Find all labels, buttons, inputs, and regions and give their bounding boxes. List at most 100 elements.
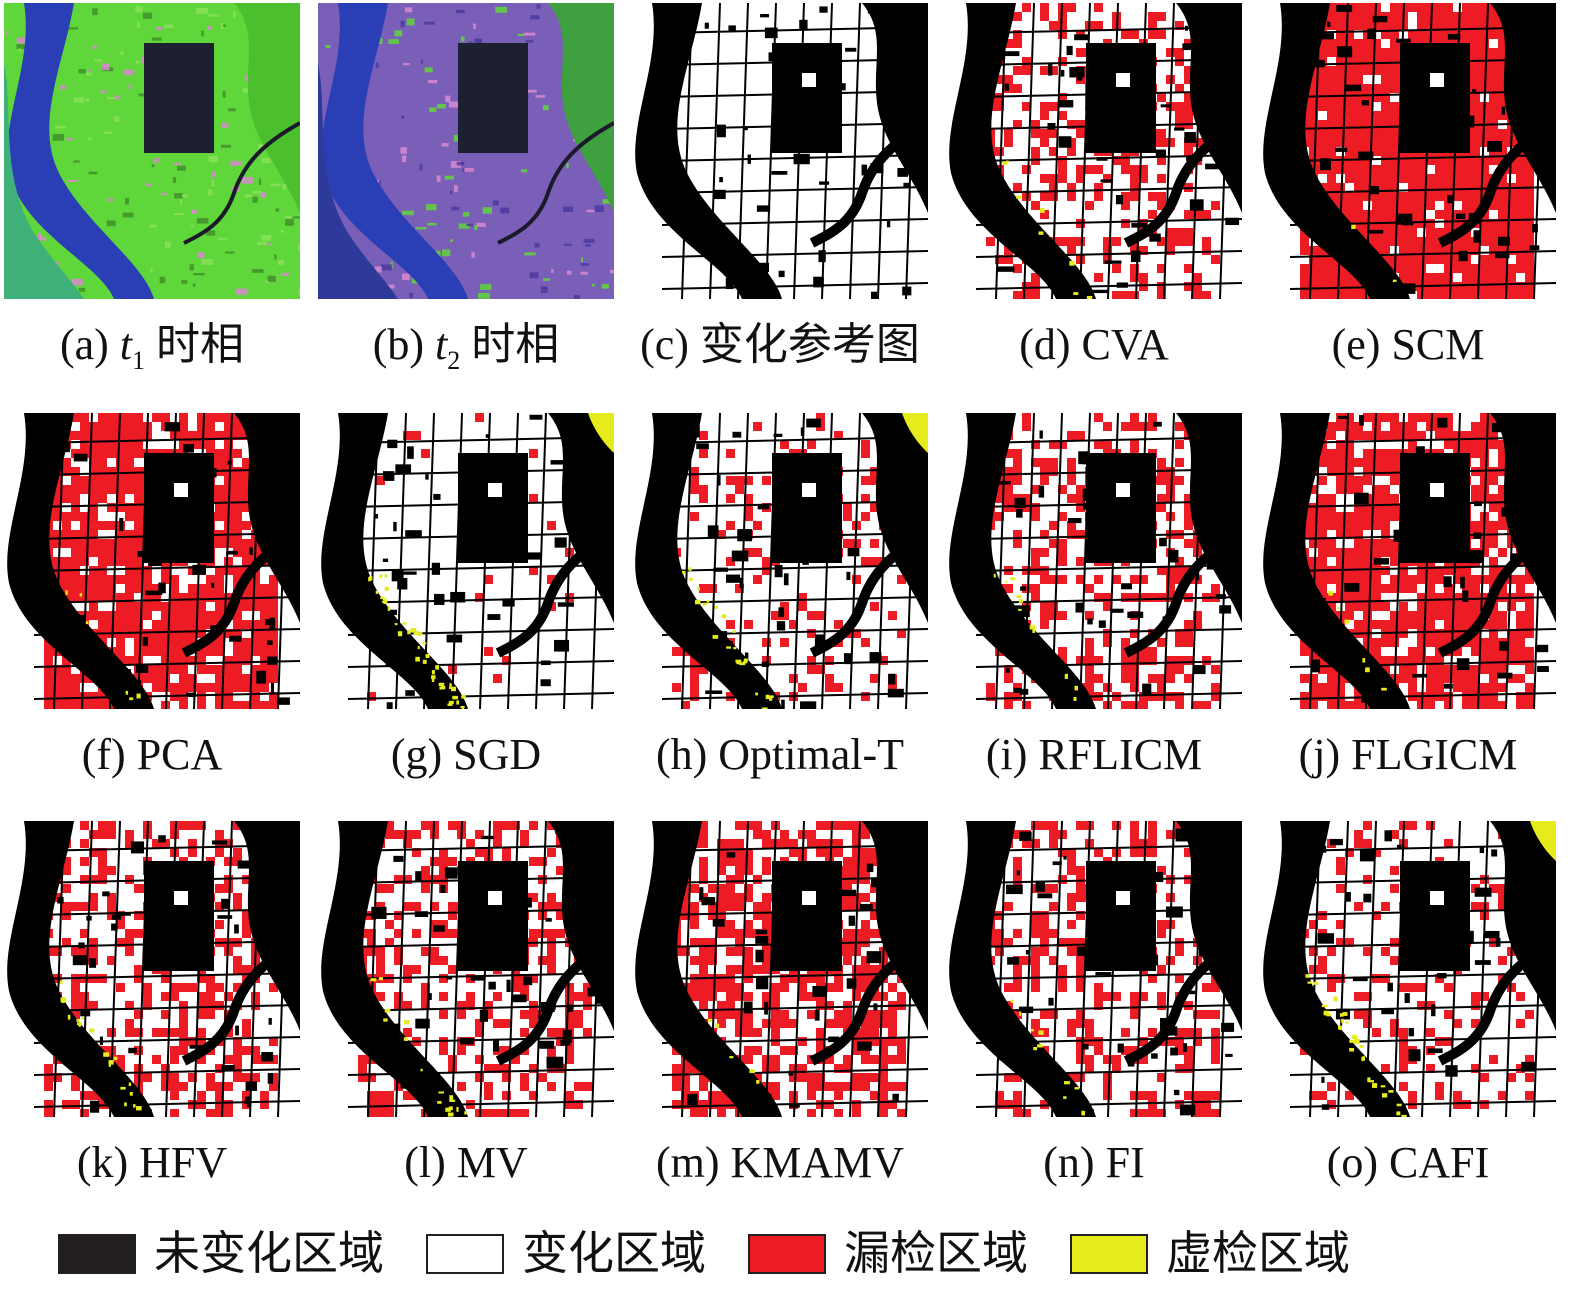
caption-subscript: 2 (447, 346, 461, 375)
caption-text: FI (1105, 1138, 1145, 1187)
legend-swatch (426, 1234, 504, 1274)
false-alarm-pixels (681, 413, 928, 709)
panel-caption: (c) 变化参考图 (622, 319, 938, 371)
block-hole (1430, 73, 1444, 87)
dark-block (458, 43, 528, 153)
legend: 未变化区域 变化区域 漏检区域 虚检区域 (58, 1228, 1392, 1280)
panel-caption: (a) t1 时相 (0, 319, 310, 387)
change-map (4, 413, 300, 709)
false-alarm-pixels (368, 413, 614, 709)
caption-letter: (l) (404, 1138, 446, 1187)
caption-letter: (f) (81, 730, 126, 779)
caption-letter: (a) (59, 320, 109, 369)
panel-caption: (m) KMAMV (622, 1137, 938, 1189)
panel-graphic (946, 821, 1242, 1117)
change-map (318, 821, 614, 1117)
block-hole (174, 483, 188, 497)
panel-caption: (o) CAFI (1250, 1137, 1566, 1189)
block-hole (1116, 73, 1130, 87)
river (4, 3, 154, 299)
panel-caption: (d) CVA (936, 319, 1252, 371)
legend-label: 漏检区域 (844, 1228, 1028, 1279)
panel-caption: (i) RFLICM (936, 729, 1252, 781)
legend-swatch (1070, 1234, 1148, 1274)
panel-row: (a) t1 时相 (b) t2 时相 (c) 变化参考图 (d) CVA (e) SC… (4, 3, 1570, 398)
panel-graphic (1260, 3, 1556, 299)
panel-graphic (318, 3, 614, 299)
panel-caption: (e) SCM (1250, 319, 1566, 371)
panel: (g) SGD (318, 413, 614, 793)
change-map (318, 413, 614, 709)
legend-swatch (748, 1234, 826, 1274)
change-map (946, 821, 1242, 1117)
panel-caption: (h) Optimal-T (622, 729, 938, 781)
satellite-image (318, 3, 614, 299)
left-bank (318, 63, 398, 299)
change-map (1260, 413, 1556, 709)
panel-caption: (b) t2 时相 (308, 319, 624, 387)
caption-variable: t (119, 320, 133, 369)
panel-graphic (318, 413, 614, 709)
figure-grid: (a) t1 时相 (b) t2 时相 (c) 变化参考图 (d) CVA (e) SC… (4, 3, 1570, 1198)
panel: (m) KMAMV (632, 821, 928, 1201)
satellite-image (4, 3, 300, 299)
channel (497, 121, 614, 245)
unchanged-area (318, 413, 614, 709)
unchanged-area (946, 413, 1242, 709)
change-map (946, 413, 1242, 709)
legend-item: 虚检区域 (1070, 1228, 1350, 1280)
caption-letter: (g) (390, 730, 443, 779)
unchanged-area (946, 3, 1242, 299)
panel-graphic (632, 3, 928, 299)
false-alarm-pixels (59, 980, 142, 1111)
caption-letter: (m) (655, 1138, 720, 1187)
caption-text: CVA (1081, 320, 1169, 369)
false-alarm-pixels (370, 977, 467, 1117)
panel: (d) CVA (946, 3, 1242, 383)
panel-graphic (1260, 413, 1556, 709)
caption-letter: (n) (1043, 1138, 1095, 1187)
panel: (a) t1 时相 (4, 3, 300, 383)
panel-row: (f) PCA (g) SGD (h) Optimal-T (i) RFLICM (j)… (4, 413, 1570, 808)
right-bank (234, 3, 300, 213)
unchanged-area (946, 821, 1242, 1117)
false-alarm-pixels (1305, 821, 1556, 1117)
panel-caption: (k) HFV (0, 1137, 310, 1189)
panel-caption: (l) MV (308, 1137, 624, 1189)
block-hole (802, 73, 816, 87)
false-alarm-pixels (1351, 224, 1397, 282)
panel-caption: (f) PCA (0, 729, 310, 781)
block-hole (1430, 483, 1444, 497)
legend-item: 未变化区域 (58, 1228, 384, 1280)
change-map (4, 821, 300, 1117)
caption-letter: (o) (1326, 1138, 1379, 1187)
panel: (o) CAFI (1260, 821, 1556, 1201)
false-alarm-pixels (1010, 999, 1086, 1116)
panel-graphic (4, 413, 300, 709)
caption-letter: (j) (1298, 730, 1341, 779)
river (318, 3, 468, 299)
block-hole (1430, 891, 1444, 905)
block-hole (802, 891, 816, 905)
panel: (k) HFV (4, 821, 300, 1201)
panel: (n) FI (946, 821, 1242, 1201)
caption-letter: (i) (985, 730, 1028, 779)
panel-graphic (946, 3, 1242, 299)
dark-block (144, 43, 214, 153)
change-map (946, 3, 1242, 299)
caption-text: 时相 (471, 320, 560, 369)
caption-text: Optimal-T (718, 730, 905, 779)
false-alarm-pixels (65, 590, 141, 701)
caption-letter: (e) (1331, 320, 1381, 369)
caption-letter: (c) (640, 320, 689, 369)
caption-text: SCM (1391, 320, 1485, 369)
left-bank (4, 63, 84, 299)
unchanged-area (4, 821, 300, 1117)
caption-text: CAFI (1389, 1138, 1490, 1187)
change-map (632, 821, 928, 1117)
legend-label: 未变化区域 (154, 1228, 384, 1279)
false-alarm-pixels (1328, 590, 1387, 691)
change-map (1260, 3, 1556, 299)
unchanged-area (632, 413, 928, 709)
change-map (632, 413, 928, 709)
